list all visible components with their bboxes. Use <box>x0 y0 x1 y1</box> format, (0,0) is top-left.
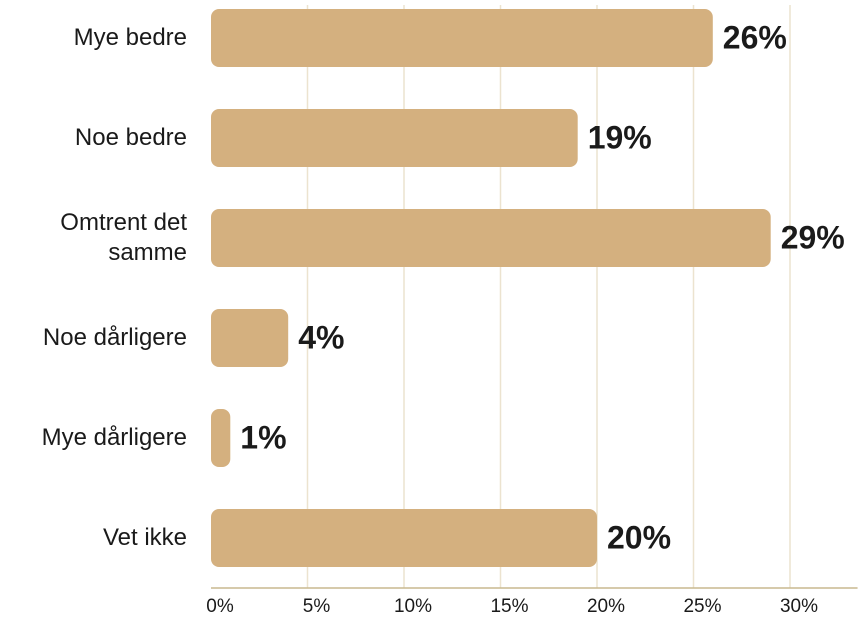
bar <box>211 309 289 367</box>
bar <box>211 9 713 67</box>
category-label: Mye bedre <box>73 24 187 51</box>
category-label: Noe dårligere <box>42 324 187 351</box>
category-label: Mye dårligere <box>41 424 187 451</box>
x-tick-label: 30% <box>780 596 818 617</box>
bar <box>211 209 771 267</box>
x-tick-label: 20% <box>587 596 625 617</box>
x-tick-label: 0% <box>206 596 234 617</box>
x-tick-label: 25% <box>683 596 721 617</box>
bar <box>211 109 578 167</box>
category-label: Omtrent det samme <box>60 209 187 266</box>
bar <box>211 409 231 467</box>
value-label: 26% <box>723 19 787 55</box>
value-label: 4% <box>298 319 344 355</box>
x-tick-label: 5% <box>303 596 331 617</box>
x-tick-label: 15% <box>490 596 528 617</box>
bar <box>211 509 597 567</box>
value-label: 19% <box>588 119 652 155</box>
x-tick-label: 10% <box>394 596 432 617</box>
value-label: 20% <box>607 519 671 555</box>
category-label: Noe bedre <box>74 124 187 151</box>
category-label: Vet ikke <box>102 524 187 551</box>
value-label: 1% <box>240 419 286 455</box>
value-label: 29% <box>781 219 845 255</box>
